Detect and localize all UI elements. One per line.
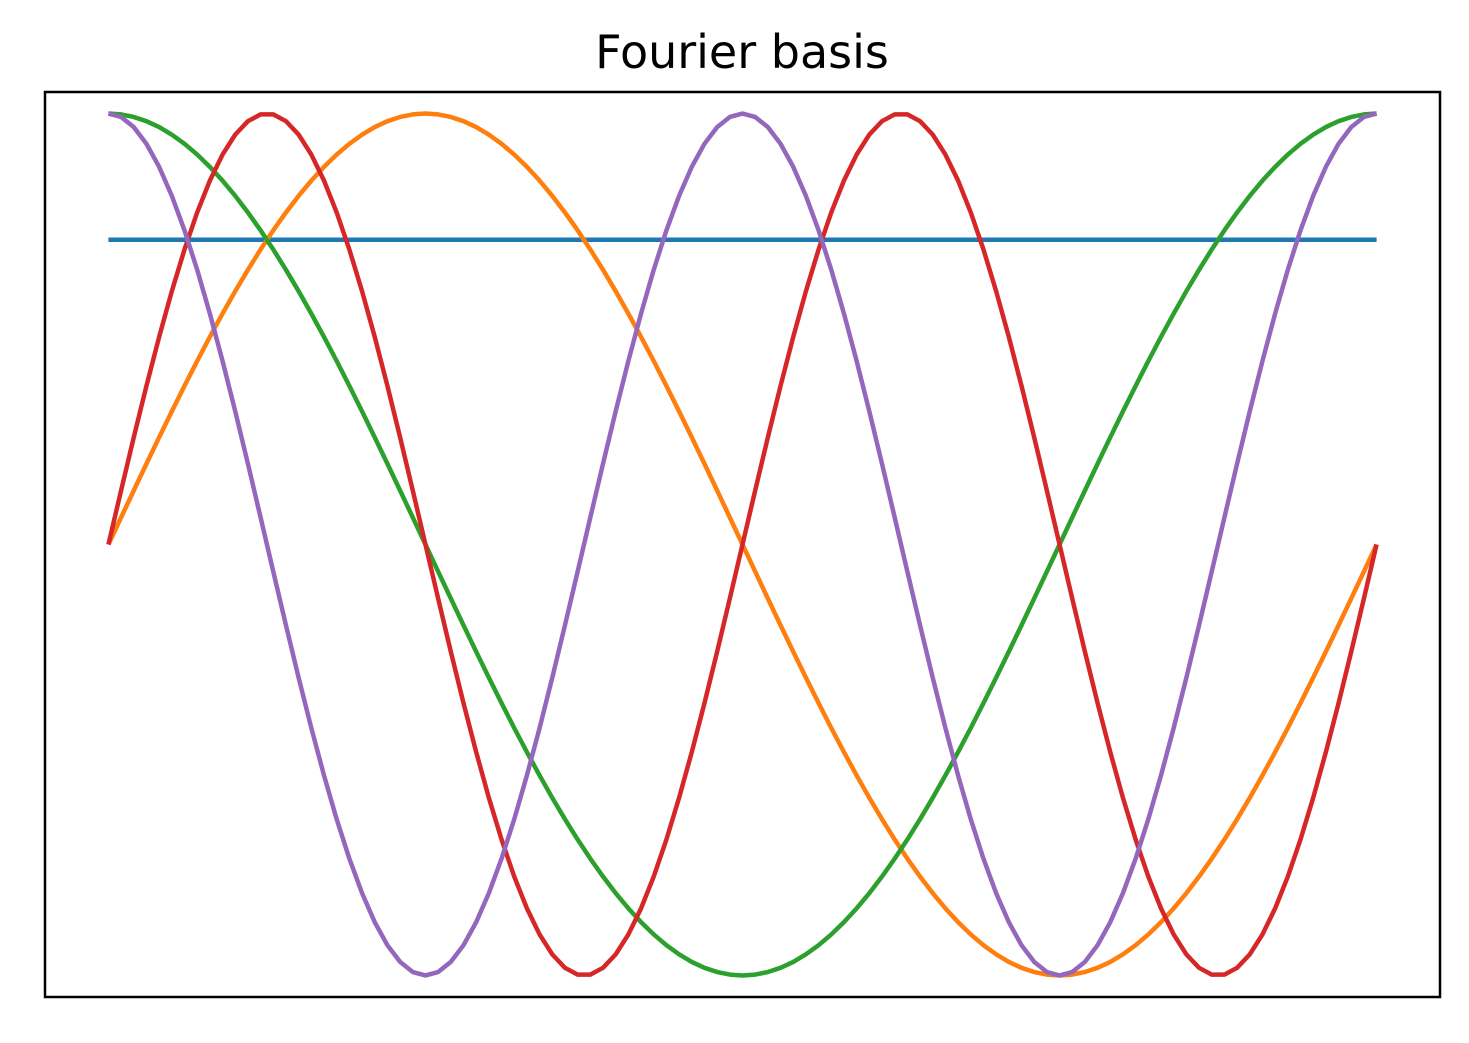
series-layer <box>106 111 1379 978</box>
chart-title: Fourier basis <box>595 25 889 79</box>
series-line-3 <box>108 111 1377 978</box>
plot-area-frame <box>43 90 1442 999</box>
series-line-5 <box>107 111 1378 978</box>
series-line-4 <box>106 112 1379 977</box>
